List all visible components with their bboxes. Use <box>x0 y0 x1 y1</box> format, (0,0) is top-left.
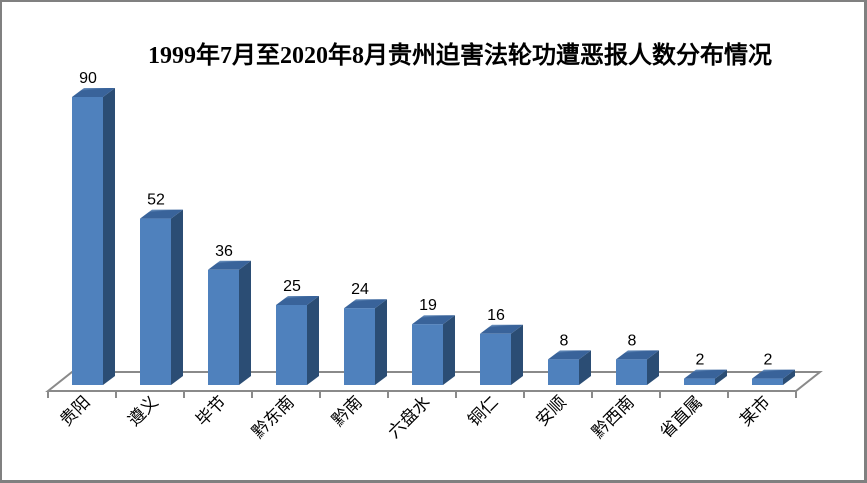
category-label-黔南: 黔南 <box>328 392 365 429</box>
bar-六盘水 <box>412 324 443 385</box>
bar-side-铜仁 <box>511 324 523 385</box>
bar-毕节 <box>208 269 239 385</box>
bar-side-黔南 <box>375 299 387 385</box>
chart-floor <box>45 371 823 392</box>
category-label-安顺: 安顺 <box>532 392 569 429</box>
bar-省直属 <box>684 378 715 385</box>
bar-top-黔南 <box>344 299 387 309</box>
bar-贵阳 <box>72 97 103 385</box>
bar-top-遵义 <box>140 209 183 219</box>
category-label-遵义: 遵义 <box>124 392 161 429</box>
bar-铜仁 <box>480 333 511 385</box>
bar-side-某市 <box>783 369 795 385</box>
bar-黔西南 <box>616 359 647 385</box>
bar-安顺 <box>548 359 579 385</box>
value-label-贵阳: 90 <box>79 70 97 87</box>
value-label-某市: 2 <box>764 352 773 369</box>
value-label-六盘水: 19 <box>419 297 437 314</box>
category-label-六盘水: 六盘水 <box>384 392 433 441</box>
category-label-毕节: 毕节 <box>192 392 229 429</box>
value-label-铜仁: 16 <box>487 307 505 324</box>
bar-黔南 <box>344 308 375 385</box>
value-label-省直属: 2 <box>696 352 705 369</box>
bar-side-毕节 <box>239 260 251 385</box>
bar-side-六盘水 <box>443 315 455 385</box>
value-label-毕节: 36 <box>215 243 233 260</box>
category-label-铜仁: 铜仁 <box>464 392 501 429</box>
category-label-省直属: 省直属 <box>656 392 705 441</box>
bar-top-铜仁 <box>480 324 523 334</box>
value-label-遵义: 52 <box>147 192 165 209</box>
bar-top-某市 <box>752 369 795 379</box>
category-label-某市: 某市 <box>736 392 773 429</box>
category-label-黔西南: 黔西南 <box>588 392 637 441</box>
value-label-黔南: 24 <box>351 281 369 298</box>
bar-side-省直属 <box>715 369 727 385</box>
bar-遵义 <box>140 218 171 385</box>
bar-side-安顺 <box>579 350 591 385</box>
bar-side-遵义 <box>171 209 183 385</box>
bar-top-六盘水 <box>412 315 455 325</box>
value-label-安顺: 8 <box>560 332 569 349</box>
category-label-贵阳: 贵阳 <box>56 392 93 429</box>
bar-黔东南 <box>276 305 307 385</box>
bar-某市 <box>752 378 783 385</box>
bar-side-黔东南 <box>307 296 319 385</box>
bar-side-贵阳 <box>103 88 115 385</box>
value-label-黔西南: 8 <box>628 332 637 349</box>
bar-top-黔西南 <box>616 350 659 360</box>
bar-top-黔东南 <box>276 296 319 305</box>
bar-top-贵阳 <box>72 88 115 97</box>
bar-side-黔西南 <box>647 350 659 385</box>
bar-top-安顺 <box>548 350 591 360</box>
chart-title: 1999年7月至2020年8月贵州迫害法轮功遭恶报人数分布情况 <box>148 43 772 69</box>
bar-top-省直属 <box>684 369 727 379</box>
category-label-黔东南: 黔东南 <box>248 392 297 441</box>
bar-top-毕节 <box>208 260 251 270</box>
value-label-黔东南: 25 <box>283 278 301 295</box>
